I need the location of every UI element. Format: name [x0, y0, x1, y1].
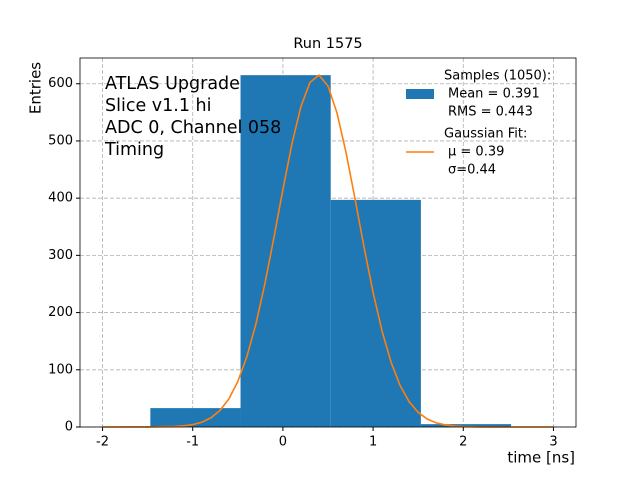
x-tick-label: -2	[96, 435, 109, 450]
plot-frame	[79, 57, 577, 428]
legend-label: Mean = 0.391	[448, 87, 540, 102]
histogram-bar	[240, 75, 331, 428]
y-tick-label: 200	[48, 305, 73, 320]
legend-swatch	[406, 89, 434, 99]
legend-label: μ = 0.39	[448, 145, 504, 160]
legend-label: Gaussian Fit:	[444, 127, 527, 142]
annotation: ATLAS Upgrade	[105, 74, 240, 94]
chart-title: Run 1575	[293, 36, 362, 52]
histogram-bar	[420, 424, 512, 427]
annotation: Slice v1.1 hi	[105, 96, 212, 116]
y-tick-label: 100	[48, 362, 73, 377]
y-tick-label: 400	[48, 191, 73, 206]
fit-line	[102, 74, 554, 428]
x-tick-label: 0	[279, 435, 287, 450]
annotation: ADC 0, Channel 058	[105, 118, 281, 138]
x-tick-label: 1	[369, 435, 377, 450]
y-tick-label: 500	[48, 133, 73, 148]
annotation: Timing	[104, 140, 164, 160]
x-tick-label: 2	[459, 435, 467, 450]
y-tick-label: 300	[48, 248, 73, 263]
histogram-bar	[330, 199, 421, 427]
y-tick-label: 600	[48, 76, 73, 91]
x-tick-label: -1	[186, 435, 199, 450]
x-tick-label: 3	[549, 435, 557, 450]
legend-label: Samples (1050):	[444, 69, 551, 84]
x-axis-label: time [ns]	[507, 449, 575, 467]
y-axis-label: Entries	[27, 62, 45, 114]
legend-label: σ=0.44	[448, 163, 496, 178]
legend-label: RMS = 0.443	[448, 105, 533, 120]
y-tick-label: 0	[65, 420, 73, 435]
